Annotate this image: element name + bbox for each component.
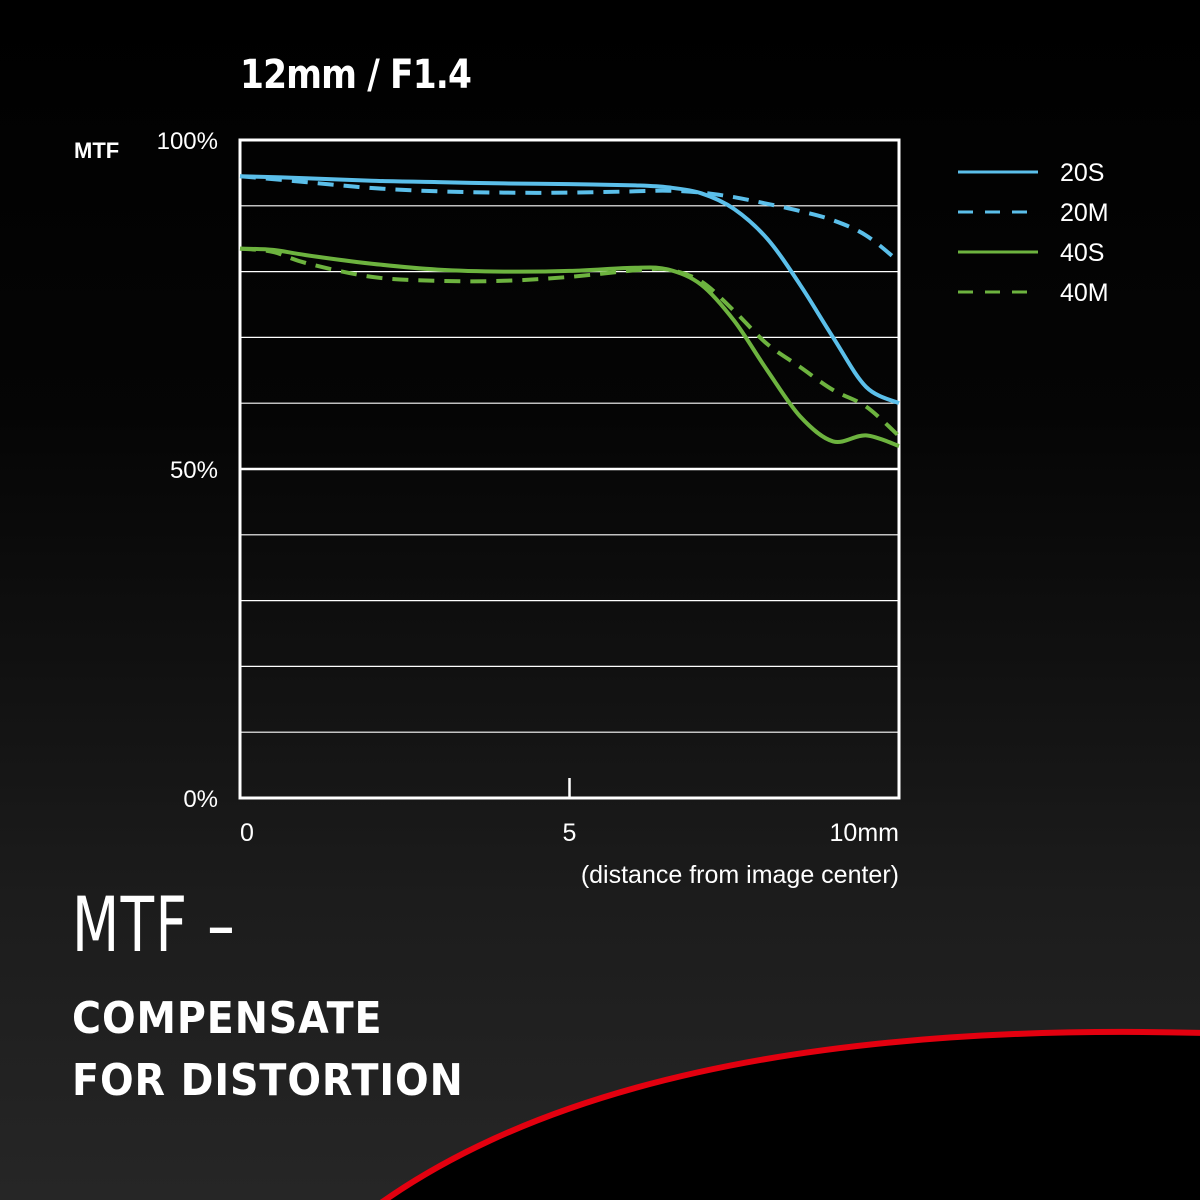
legend-label: 40S xyxy=(1060,239,1104,267)
headline: MTF – xyxy=(72,880,237,969)
legend-label: 40M xyxy=(1060,279,1109,307)
subheadline-line-2: FOR DISTORTION xyxy=(72,1055,464,1106)
tick-labels: 100% 50% 0% 0 5 10mm xyxy=(157,128,899,847)
legend-label: 20M xyxy=(1060,199,1109,227)
legend: 20S 20M 40S 40M xyxy=(958,159,1109,307)
y-tick-label: 100% xyxy=(157,128,218,155)
x-tick-label: 10mm xyxy=(830,819,899,847)
y-axis-label: MTF xyxy=(74,138,119,163)
subheadline-line-1: COMPENSATE xyxy=(72,993,383,1044)
series-line-20m xyxy=(239,174,901,264)
chart-title: 12mm / F1.4 xyxy=(240,52,472,98)
legend-label: 20S xyxy=(1060,159,1104,187)
x-tick-label: 0 xyxy=(240,819,254,847)
series-lines xyxy=(239,174,901,448)
y-tick-label: 50% xyxy=(170,457,218,484)
series-line-40s xyxy=(239,246,900,448)
x-axis-label: (distance from image center) xyxy=(581,861,899,889)
plot-frame xyxy=(238,138,901,800)
x-tick-label: 5 xyxy=(563,819,577,847)
y-tick-label: 0% xyxy=(183,786,218,813)
red-arc xyxy=(379,1028,1200,1200)
series-line-20s xyxy=(239,174,900,406)
